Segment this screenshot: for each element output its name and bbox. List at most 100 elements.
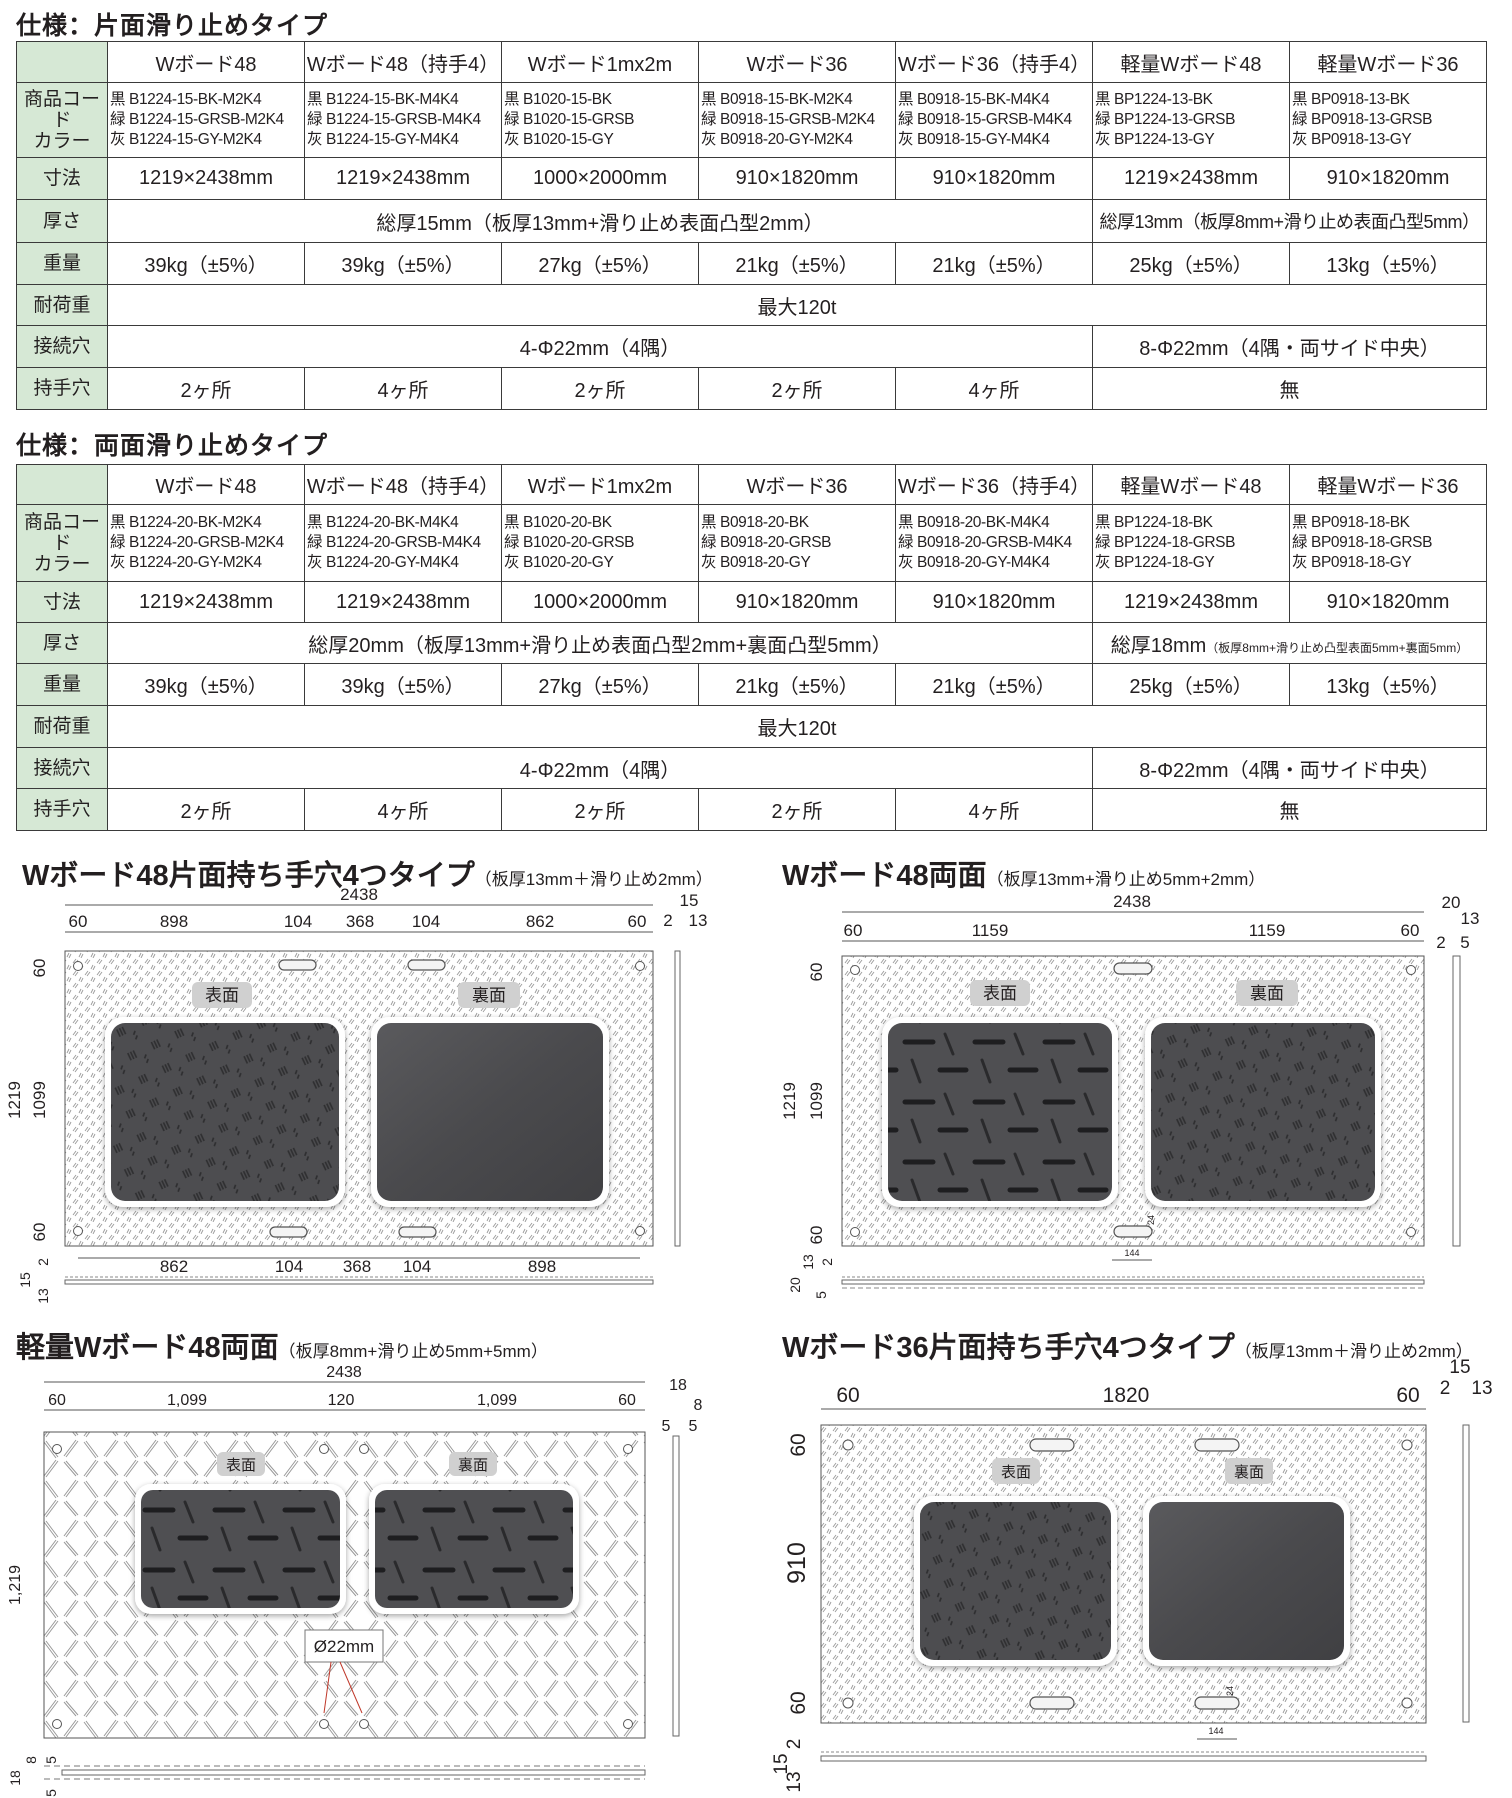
row-label: 重量 — [16, 242, 108, 285]
board-drawing: 2438 60 898 104 368 104 862 60 15 2 13 表… — [5, 885, 707, 1304]
diagram-title: Wボード48両面 — [782, 860, 987, 892]
cell-text: 910×1820mm — [1326, 167, 1450, 189]
dim-label: 368 — [346, 912, 374, 931]
table-cell: 39kg（±5%） — [107, 242, 305, 285]
cell-text: 25kg（±5%） — [1129, 676, 1253, 698]
product-code: 灰 BP0918-13-GY — [1292, 131, 1412, 148]
product-code: 黒 B0918-15-BK-M4K4 — [898, 91, 1050, 108]
table-cell: 総厚15mm（板厚13mm+滑り止め表面凸型2mm） — [107, 199, 1093, 243]
cell-text: 910×1820mm — [735, 590, 859, 613]
product-code: 黒 BP1224-13-BK — [1095, 91, 1213, 108]
diagram-title: Wボード36片面持ち手穴4つタイプ — [782, 1332, 1235, 1364]
product-code: 灰 B1224-15-GY-M4K4 — [307, 131, 459, 148]
dim-height: 1219 — [5, 1081, 24, 1119]
column-header: 軽量Wボード36 — [1289, 464, 1487, 505]
table-cell: 39kg（±5%） — [107, 663, 305, 706]
row-label: 持手穴 — [16, 367, 108, 410]
profile-label: 20 — [1442, 893, 1461, 912]
cell-text: 21kg（±5%） — [932, 255, 1056, 277]
table-cell: 13kg（±5%） — [1289, 242, 1487, 285]
cell-text: 1219×2438mm — [139, 167, 273, 189]
table-cell: 39kg（±5%） — [304, 663, 502, 706]
dim-label: 60 — [69, 912, 88, 931]
table-cell: 21kg（±5%） — [698, 242, 896, 285]
product-code: 黒 B1224-15-BK-M2K4 — [110, 91, 262, 108]
dim-height: 1,219 — [7, 1565, 24, 1605]
table-cell: 2ヶ所 — [698, 788, 896, 831]
front-surface-photo — [888, 1023, 1112, 1201]
face-label-front: 表面 — [983, 984, 1017, 1003]
table-cell: 2ヶ所 — [501, 788, 699, 831]
product-code: 灰 BP1224-18-GY — [1095, 554, 1215, 571]
table-cell: 21kg（±5%） — [698, 663, 896, 706]
cell-text: 21kg（±5%） — [932, 676, 1056, 698]
table-cell: 910×1820mm — [698, 581, 896, 623]
column-header: Wボード36 — [698, 41, 896, 83]
product-code: 緑 B0918-20-GRSB-M4K4 — [898, 534, 1072, 551]
diagram-light-wboard48-double: 軽量Wボード48両面（板厚8mm+滑り止め5mm+5mm） 2438 60 1,… — [0, 1318, 760, 1798]
dim-label: 60 — [1401, 921, 1420, 940]
board-drawing: 2438 60 1159 1159 60 20 13 2 5 表面 裏面 24 — [780, 892, 1479, 1299]
hole-callout-label: Ø22mm — [314, 1637, 374, 1656]
profile-label: 15 — [680, 891, 699, 910]
product-code: 灰 B1224-20-GY-M2K4 — [110, 554, 262, 571]
dim-height: 1219 — [780, 1082, 799, 1120]
product-code: 灰 B1224-20-GY-M4K4 — [307, 554, 459, 571]
profile-label: 2 — [35, 1258, 51, 1266]
cell-text: 4-Φ22mm（4隅） — [519, 759, 681, 782]
cell-text: 910×1820mm — [735, 167, 859, 189]
table-header-row: Wボード48 Wボード48（持手4） Wボード1mx2m Wボード36 Wボード36（持… — [16, 41, 1487, 83]
product-code: 黒 B1224-20-BK-M2K4 — [110, 514, 262, 531]
cell-text: 総厚20mm（板厚13mm+滑り止め表面凸型2mm+裏面凸型5mm） — [308, 634, 892, 657]
spec-table-double-sided: Wボード48 Wボード48（持手4） Wボード1mx2m Wボード36 Wボード36（持… — [16, 464, 1487, 831]
table-cell: 8-Φ22mm（4隅・両サイド中央） — [1092, 747, 1487, 789]
table-cell: 13kg（±5%） — [1289, 663, 1487, 706]
product-code: 黒 BP0918-13-BK — [1292, 91, 1410, 108]
cell-text: 総厚18mm — [1110, 634, 1207, 657]
cell-text: 910×1820mm — [932, 590, 1056, 613]
table-cell: 25kg（±5%） — [1092, 663, 1290, 706]
product-code-cell: 黒 B1020-20-BK 緑 B1020-20-GRSB 灰 B1020-20-G… — [501, 504, 699, 582]
cell-text: 1000×2000mm — [533, 590, 667, 613]
front-surface-photo — [920, 1502, 1111, 1660]
side-profile — [674, 950, 681, 1247]
table-cell: 総厚13mm（板厚8mm+滑り止め表面凸型5mm） — [1092, 199, 1487, 243]
product-code-cell: 黒 B0918-20-BK 緑 B0918-20-GRSB 灰 B0918-20-G… — [698, 504, 896, 582]
product-code: 黒 B0918-20-BK-M4K4 — [898, 514, 1050, 531]
cell-text: 無 — [1279, 380, 1300, 402]
cell-text: 39kg（±5%） — [341, 676, 465, 698]
product-code-cell: 黒 BP1224-13-BK 緑 BP1224-13-GRSB 灰 BP1224-1… — [1092, 82, 1290, 158]
dim-label: 60 — [48, 1392, 66, 1409]
table-row: 持手穴 2ヶ所 4ヶ所 2ヶ所 2ヶ所 4ヶ所 無 — [16, 367, 1487, 410]
product-code: 黒 B1224-15-BK-M4K4 — [307, 91, 459, 108]
profile-label: 13 — [784, 1771, 805, 1792]
dim-label: 862 — [160, 1257, 188, 1276]
header-corner — [16, 41, 108, 83]
cell-text: 39kg（±5%） — [144, 676, 268, 698]
product-code: 緑 B1020-20-GRSB — [504, 534, 635, 551]
face-label-front: 表面 — [226, 1457, 256, 1474]
profile-label: 5 — [813, 1291, 829, 1299]
table-cell: 4ヶ所 — [304, 788, 502, 831]
table-cell: 8-Φ22mm（4隅・両サイド中央） — [1092, 325, 1487, 368]
cell-text: 27kg（±5%） — [538, 255, 662, 277]
dim-height: 910 — [783, 1542, 811, 1584]
column-header: Wボード48 — [107, 41, 305, 83]
table-cell: 無 — [1092, 788, 1487, 831]
product-code: 灰 B0918-20-GY — [701, 554, 811, 571]
table-cell: 910×1820mm — [895, 581, 1093, 623]
handle-width-label: 144 — [1124, 1248, 1139, 1258]
product-code-cell: 黒 BP1224-18-BK 緑 BP1224-18-GRSB 灰 BP1224-1… — [1092, 504, 1290, 582]
product-code: 緑 B1224-15-GRSB-M2K4 — [110, 111, 284, 128]
header-corner — [16, 464, 108, 505]
table-row: 寸法 1219×2438mm 1219×2438mm 1000×2000mm 910×1… — [16, 581, 1487, 623]
cell-text: 21kg（±5%） — [735, 255, 859, 277]
product-code: 緑 BP1224-18-GRSB — [1095, 534, 1236, 551]
dim-label: 60 — [30, 959, 49, 978]
table-cell: 1219×2438mm — [1092, 157, 1290, 200]
product-code: 灰 B1020-20-GY — [504, 554, 614, 571]
profile-label: 5 — [43, 1756, 59, 1764]
profile-label: 5 — [1460, 933, 1469, 952]
cell-text: 4ヶ所 — [377, 801, 429, 823]
cell-text: 2ヶ所 — [180, 380, 232, 402]
